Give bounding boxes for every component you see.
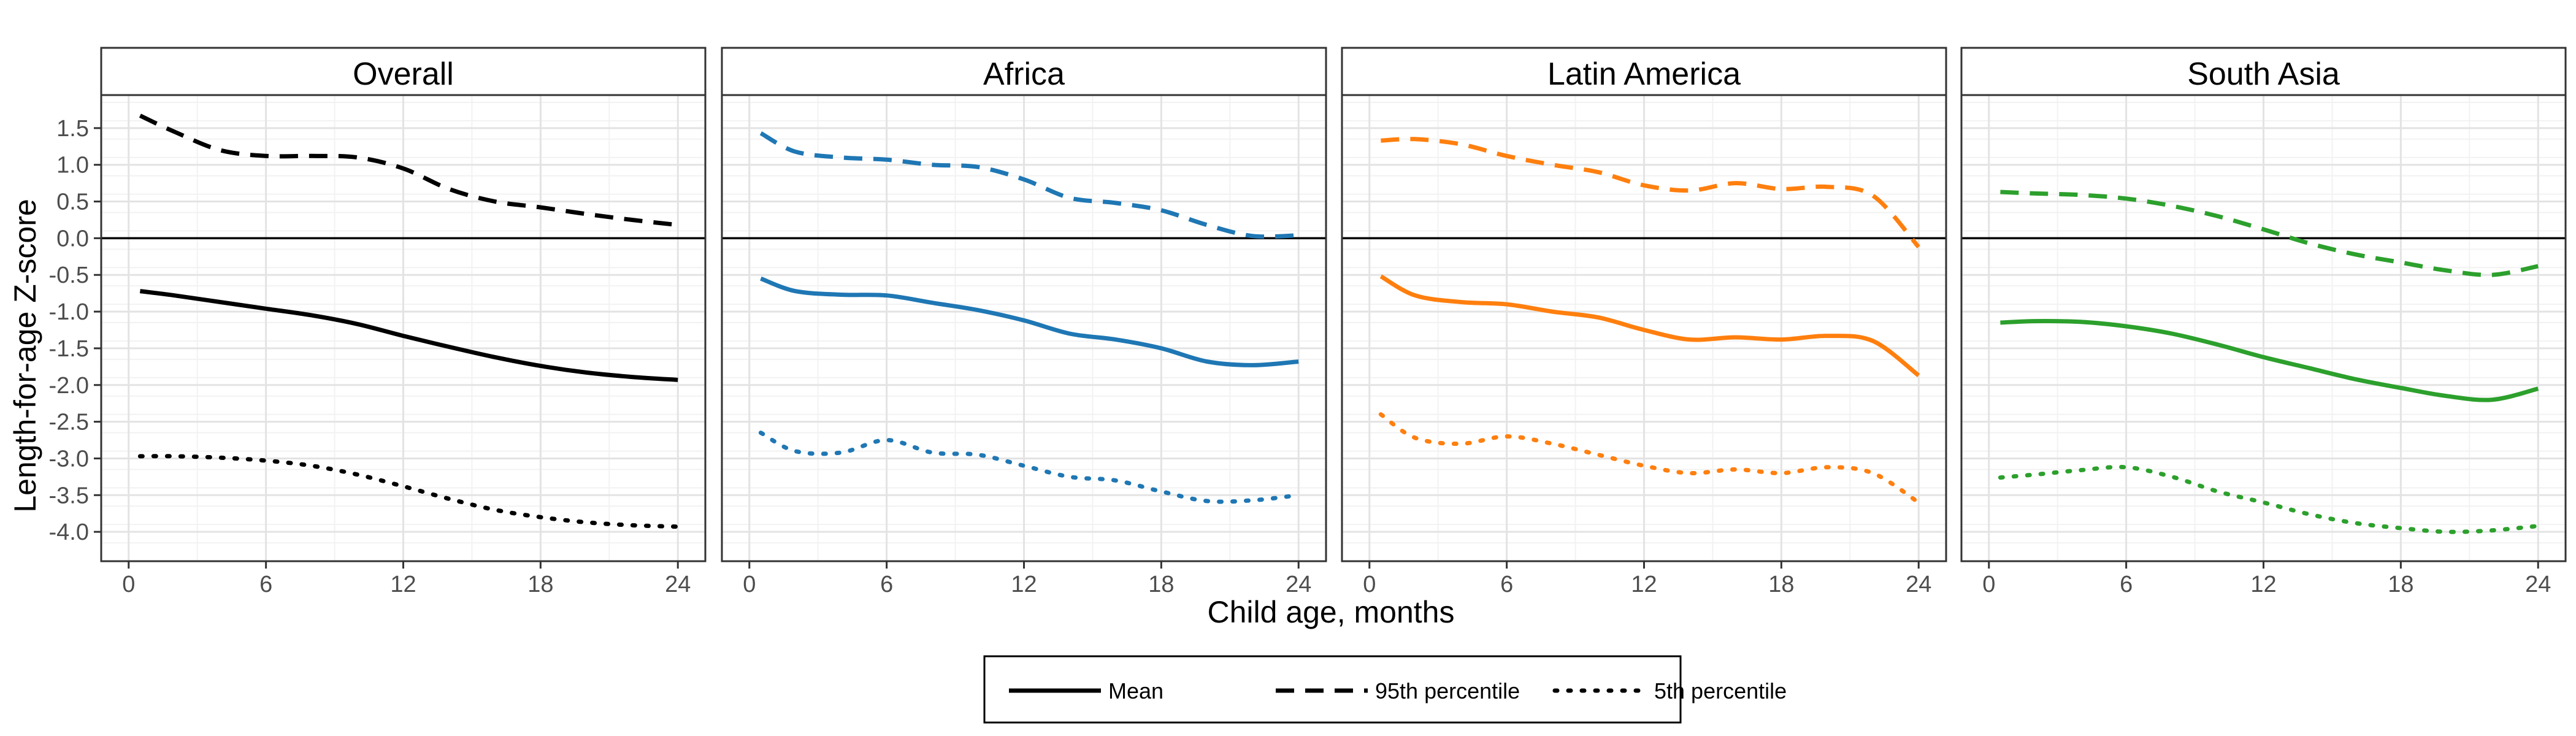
y-tick-label: -4.0 [49, 519, 89, 545]
legend-label: Mean [1108, 678, 1163, 703]
series-line-overall-5th [137, 454, 680, 529]
x-tick-label: 12 [1011, 572, 1037, 597]
y-axis-title: Length-for-age Z-score [8, 199, 42, 512]
panel-africa: Africa 0 6 12 18 24 [721, 47, 1327, 597]
series-line-overall-mean [139, 289, 678, 382]
x-tick-label: 0 [122, 572, 135, 597]
y-tick-label: -2.0 [49, 373, 89, 399]
series-line-africa-95th [759, 131, 1299, 239]
x-axis-title: Child age, months [1207, 595, 1454, 629]
panel-overall: Overall 0 6 12 18 24 [100, 47, 707, 597]
x-tick-label: 0 [743, 572, 756, 597]
facet-strip [100, 47, 707, 96]
x-tick-label: 18 [1148, 572, 1174, 597]
x-tick-label: 0 [1363, 572, 1376, 597]
x-tick-label: 6 [1500, 572, 1513, 597]
x-tick-label: 12 [2250, 572, 2276, 597]
y-tick-label: -2.5 [49, 410, 89, 435]
series-line-latin-america-95th [1381, 137, 1920, 249]
y-tick-label: 1.5 [56, 116, 89, 142]
facet-title: Africa [983, 56, 1065, 92]
x-tick-label: 24 [665, 572, 691, 597]
y-tick-label: -0.5 [49, 263, 89, 288]
y-tick-label: -3.0 [49, 446, 89, 472]
x-tick-label: 18 [1768, 572, 1794, 597]
x-tick-label: 24 [1286, 572, 1311, 597]
y-tick-label: -3.5 [49, 483, 89, 508]
x-tick-label: 12 [390, 572, 416, 597]
y-tick-label: 1.0 [56, 153, 89, 178]
x-tick-label: 0 [1982, 572, 1995, 597]
x-tick-label: 18 [2388, 572, 2413, 597]
panel-latin-america: Latin America 0 6 12 18 24 [1341, 47, 1947, 597]
y-axis: 1.5 1.0 0.5 0.0 -0.5 -1.0 -1.5 -2.0 -2.5 -3.0 -3.5… [49, 116, 101, 545]
facet-title: South Asia [2187, 56, 2340, 92]
legend: Mean 95th percentile 5th percentile [983, 655, 1787, 724]
series-line-overall-95th [139, 113, 678, 228]
series-line-africa-mean [760, 276, 1299, 367]
series-line-latin-america-mean [1379, 274, 1920, 377]
x-tick-label: 12 [1631, 572, 1657, 597]
x-tick-label: 6 [880, 572, 893, 597]
facet-title: Overall [353, 56, 454, 92]
y-tick-label: -1.5 [49, 336, 89, 362]
series-line-south-asia-5th [1998, 464, 2540, 534]
legend-label: 5th percentile [1654, 678, 1787, 703]
series-line-latin-america-5th [1378, 412, 1921, 505]
x-tick-label: 6 [2120, 572, 2133, 597]
legend-label: 95th percentile [1375, 678, 1520, 703]
x-tick-label: 24 [2525, 572, 2551, 597]
series-line-south-asia-mean [2000, 319, 2539, 402]
x-tick-label: 24 [1906, 572, 1931, 597]
y-tick-label: -1.0 [49, 299, 89, 325]
y-tick-label: 0.0 [56, 226, 89, 251]
panel-south-asia: South Asia 0 6 12 18 24 [1960, 47, 2567, 597]
y-tick-label: 0.5 [56, 190, 89, 215]
facet-title: Latin America [1547, 56, 1741, 92]
series-line-africa-5th [758, 431, 1301, 504]
x-tick-label: 6 [259, 572, 272, 597]
series-line-south-asia-95th [2000, 190, 2539, 277]
facet-strip [721, 47, 1327, 96]
x-tick-label: 18 [527, 572, 553, 597]
